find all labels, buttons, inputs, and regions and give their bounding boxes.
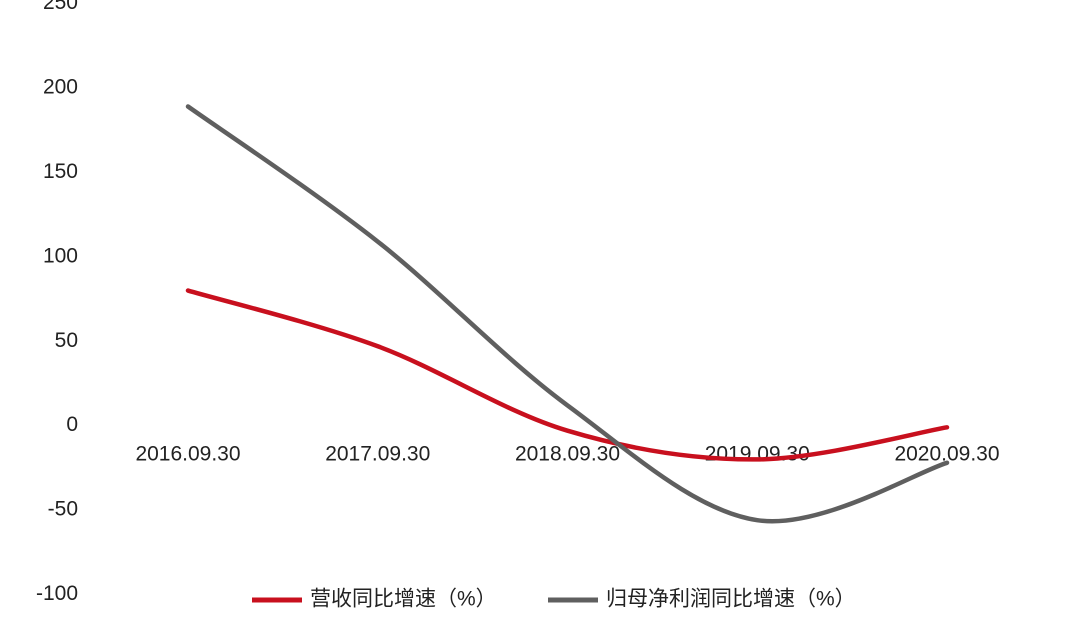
y-tick-label: 250 [43, 0, 78, 14]
x-tick-label: 2020.09.30 [894, 443, 999, 466]
y-tick-label: 0 [66, 413, 78, 436]
y-tick-label: 100 [43, 244, 78, 267]
line-series [185, 104, 950, 524]
y-tick-label: -100 [36, 582, 78, 605]
y-tick-label: 200 [43, 75, 78, 98]
legend-label: 归母净利润同比增速（%） [606, 588, 856, 611]
x-tick-label: 2017.09.30 [325, 443, 430, 466]
y-tick-label: -50 [48, 498, 78, 521]
line-series [185, 288, 950, 462]
x-tick-label: 2019.09.30 [705, 443, 810, 466]
legend-label: 营收同比增速（%） [310, 588, 497, 611]
y-tick-label: 50 [55, 329, 78, 352]
x-tick-label: 2016.09.30 [135, 443, 240, 466]
x-tick-label: 2018.09.30 [515, 443, 620, 466]
y-tick-label: 150 [43, 160, 78, 183]
